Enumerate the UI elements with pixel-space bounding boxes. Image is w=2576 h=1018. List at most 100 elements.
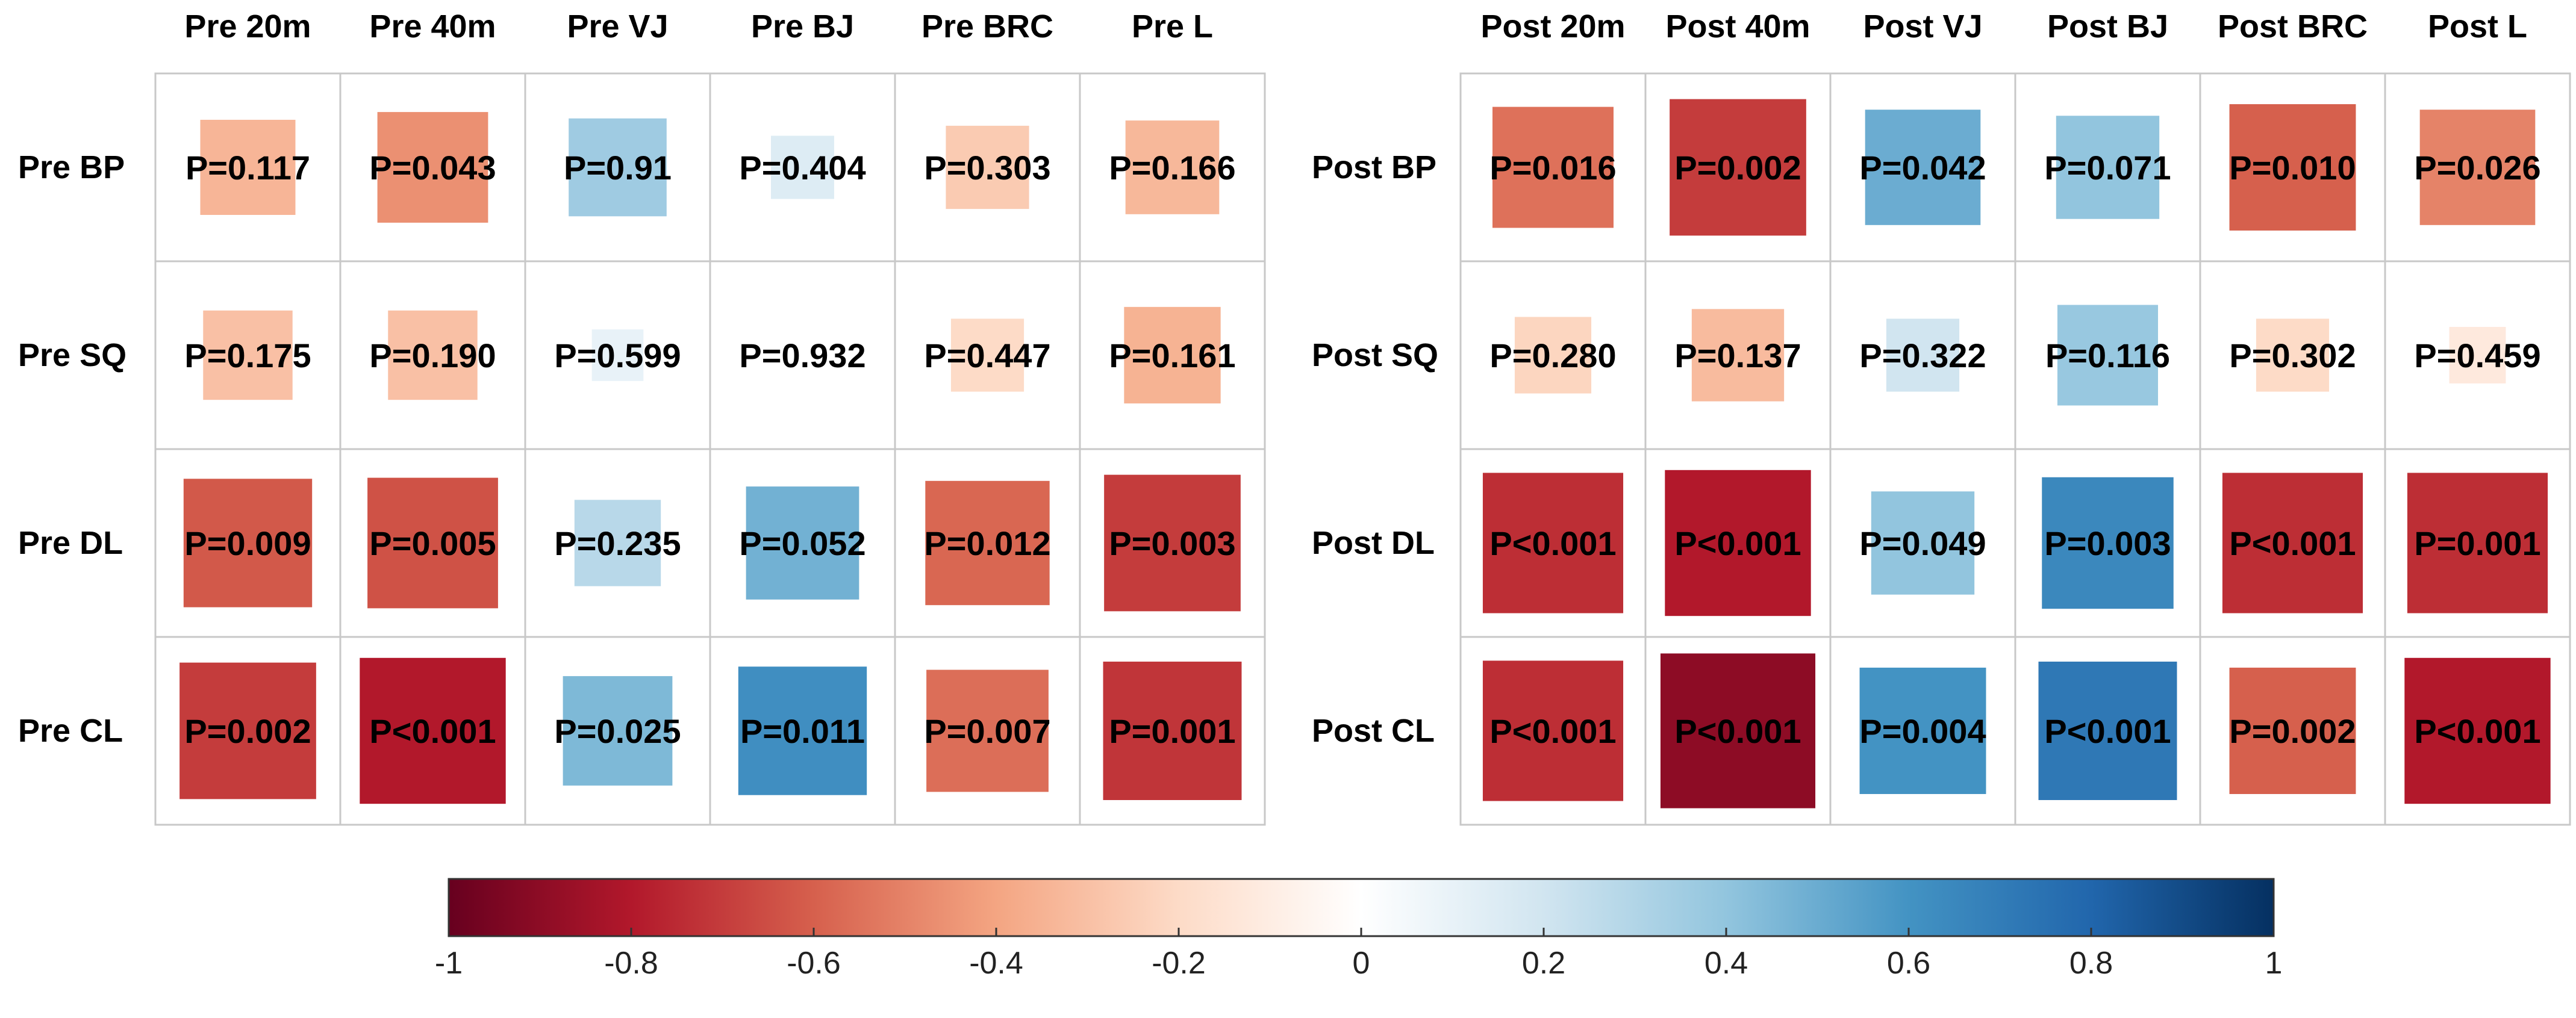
colorbar: -1 -0.8 -0.6 -0.4 -0.2 0 0.2 0.4 0.6 0.8 1 [435,878,2283,981]
heatmap-cell [2038,662,2177,800]
heatmap-cell [946,125,1029,209]
p-value-label: P=0.280 [1489,337,1616,374]
heatmap-cell [183,479,313,607]
heatmap-cell [2222,473,2363,613]
colorbar-tick-label: -0.4 [969,946,1023,981]
column-label: Post BJ [2047,8,2168,45]
p-value-label: P=0.005 [369,524,496,562]
heatmap-cell [1482,473,1624,613]
colorbar-gradient-bar [448,878,2275,937]
heatmap-cell [1660,653,1816,809]
p-value-label: P=0.190 [369,337,496,374]
row-label: Post SQ [1312,337,1438,373]
p-value-label: P=0.002 [1674,149,1801,187]
row-label: Post DL [1312,525,1435,561]
p-value-label: P=0.303 [924,149,1050,187]
colorbar-tick-label: 1 [2265,946,2283,981]
p-value-label: P=0.459 [2414,337,2540,374]
column-label: Pre 20m [184,8,311,45]
heatmap-cell [2407,473,2548,613]
p-value-label: P=0.042 [1859,149,1986,187]
p-value-label: P=0.116 [2045,337,2170,374]
heatmap-cell [1104,474,1241,612]
heatmap-cell [771,135,834,199]
p-value-label: P=0.011 [740,712,865,750]
p-value-label: P=0.016 [1489,149,1616,187]
colorbar-tick-label: -1 [435,946,463,981]
p-value-label: P=0.002 [184,712,311,750]
heatmap-cell [569,118,667,217]
heatmap-cell [200,119,296,216]
p-value-label: P=0.137 [1674,337,1801,374]
heatmap-cell [1492,107,1614,228]
p-value-label: P=0.599 [554,337,681,374]
p-value-label: P=0.052 [739,524,865,562]
heatmap-cell [1886,318,1960,392]
row-label: Pre CL [18,713,123,749]
p-value-label: P<0.001 [2044,712,2171,750]
p-value-label: P<0.001 [2414,712,2540,750]
column-label: Post BRC [2218,8,2368,45]
p-value-label: P=0.117 [186,149,310,187]
p-value-label: P=0.166 [1109,149,1235,187]
heatmap-cell [388,310,478,400]
row-label: Post CL [1312,713,1435,749]
colorbar-tick-label: 0.8 [2069,946,2113,981]
p-value-label: P<0.001 [369,712,496,750]
heatmap-cell [746,486,859,600]
p-value-label: P=0.322 [1859,337,1986,374]
colorbar-tick-label: -0.6 [787,946,841,981]
p-value-label: P=0.404 [739,149,865,187]
p-value-label: P=0.447 [924,337,1050,374]
p-value-label: P=0.002 [2229,712,2356,750]
p-value-label: P<0.001 [1489,712,1616,750]
row-label: Post BP [1312,149,1436,185]
heatmap-cell [1871,491,1975,595]
p-value-label: P=0.003 [2044,524,2171,562]
p-value-label: P=0.071 [2044,149,2171,187]
p-value-label: P=0.003 [1109,524,1235,562]
heatmap-cell [574,500,661,586]
p-value-label: P=0.932 [739,337,865,374]
colorbar-tick-label: 0.4 [1704,946,1748,981]
colorbar-tick-label: -0.8 [604,946,658,981]
pre-grid-border [154,72,1266,826]
post-panel: Post 20m Post 40m Post VJ Post BJ Post BRC Po… [1312,8,2571,826]
heatmap-cell [1665,470,1811,616]
heatmap-cell [563,676,673,786]
heatmap-cell [1859,668,1986,794]
heatmap-cell [1103,662,1242,800]
heatmap-cell [926,669,1049,792]
p-value-label: P=0.026 [2414,149,2540,187]
row-label: Pre BP [18,149,125,185]
heatmap-cell [1482,660,1624,801]
p-value-label: P=0.161 [1109,337,1235,374]
row-label: Pre DL [18,525,123,561]
heatmap-cell [367,477,498,609]
column-label: Post VJ [1863,8,1982,45]
heatmap-cell [1124,306,1221,404]
p-value-label: P=0.043 [369,149,496,187]
p-value-label: P=0.049 [1859,524,1986,562]
heatmap-cell [1125,120,1220,214]
p-value-label: P<0.001 [1674,712,1801,750]
p-value-label: P=0.007 [924,712,1050,750]
heatmap-cell [2449,327,2506,383]
p-value-label: P=0.001 [2414,524,2540,562]
pre-panel: Pre 20m Pre 40m Pre VJ Pre BJ Pre BRC Pre L Pr… [18,8,1266,826]
heatmap-cell [2404,657,2551,804]
p-value-label: P=0.302 [2229,337,2356,374]
column-label: Post 20m [1480,8,1625,45]
p-value-label: P=0.175 [184,337,311,374]
p-value-label: P<0.001 [1489,524,1616,562]
column-label: Pre VJ [567,8,668,45]
post-grid-border [1459,72,2571,826]
heatmap-cell [2042,477,2174,609]
p-value-label: P=0.025 [554,712,681,750]
column-label: Pre BRC [922,8,1053,45]
p-value-label: P=0.012 [924,524,1050,562]
heatmap-cell [2229,668,2356,794]
heatmap-cell [377,112,488,223]
heatmap-cell [2056,116,2160,219]
heatmap-cell [738,666,867,795]
